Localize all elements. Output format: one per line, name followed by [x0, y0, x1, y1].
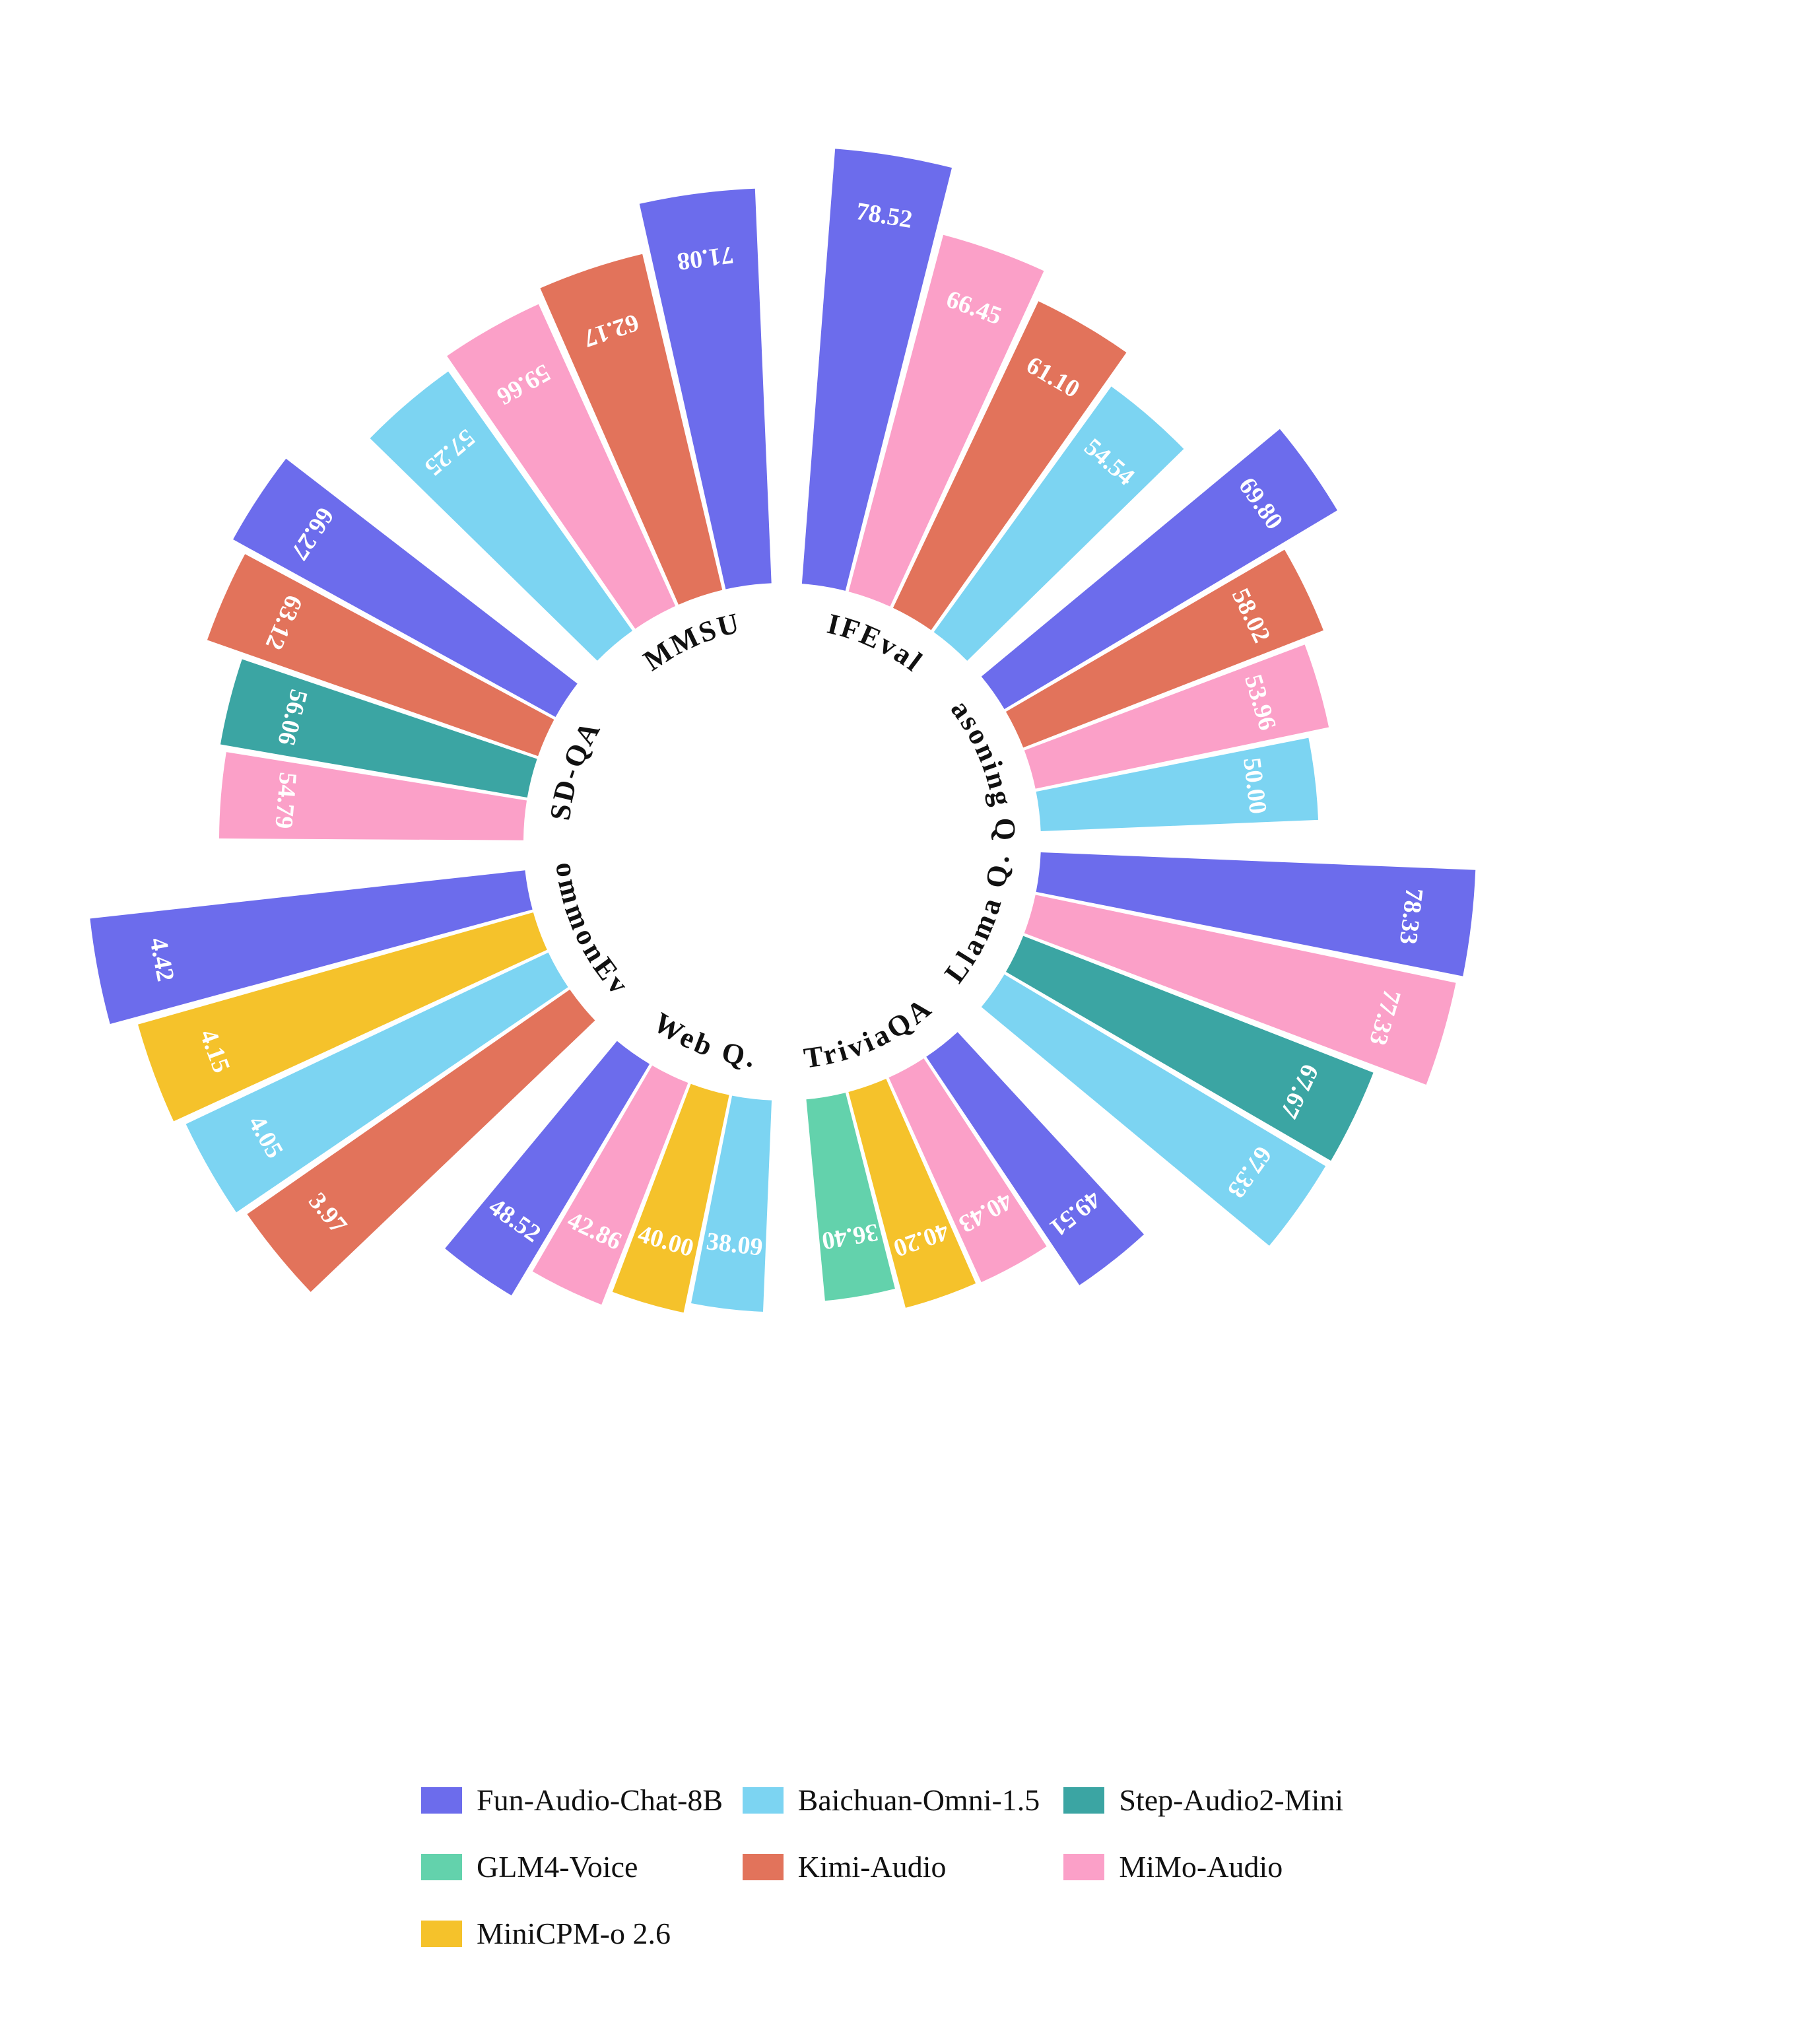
legend-item[interactable]: Step-Audio2-Mini — [1063, 1783, 1385, 1818]
legend-item[interactable]: GLM4-Voice — [421, 1849, 743, 1884]
polar-bar — [1036, 737, 1319, 832]
legend-label: Step-Audio2-Mini — [1119, 1783, 1344, 1817]
legend-item[interactable]: Baichuan-Omni-1.5 — [742, 1783, 1064, 1818]
legend-label: GLM4-Voice — [477, 1850, 638, 1884]
polar-bar — [185, 952, 568, 1213]
bar-value-label: 78.33 — [1394, 887, 1428, 946]
bar-value-label: 50.00 — [1238, 756, 1272, 815]
polar-bar — [137, 912, 547, 1122]
polar-bar — [888, 1058, 1047, 1283]
polar-bar — [848, 234, 1044, 607]
polar-bar — [892, 301, 1127, 630]
polar-bar — [247, 989, 595, 1292]
polar-bar — [1024, 895, 1456, 1085]
bar-value-labels-layer: 78.5266.4561.1054.5469.8058.0253.9650.00… — [144, 197, 1428, 1262]
bars-layer — [90, 149, 1476, 1313]
polar-bar — [540, 254, 723, 605]
polar-chart-svg: 78.5266.4561.1054.5469.8058.0253.9650.00… — [0, 0, 1476, 1313]
legend-item[interactable]: MiMo-Audio — [1063, 1849, 1385, 1884]
polar-bar — [370, 371, 633, 661]
legend-swatch-icon — [421, 1853, 462, 1880]
group-label: Web Q. — [648, 1006, 758, 1074]
legend-item[interactable]: Kimi-Audio — [742, 1849, 1064, 1884]
polar-bar — [612, 1083, 729, 1313]
legend-label: MiniCPM-o 2.6 — [477, 1917, 671, 1950]
legend-item[interactable]: MiniCPM-o 2.6 — [421, 1916, 743, 1951]
polar-bar — [926, 1032, 1145, 1285]
group-label: SD-QA — [544, 714, 608, 822]
polar-bar — [445, 1040, 650, 1296]
polar-bar — [1036, 852, 1476, 976]
bar-value-label: 54.79 — [269, 771, 302, 830]
polar-bar — [981, 974, 1326, 1246]
legend-label: Fun-Audio-Chat-8B — [477, 1783, 723, 1817]
legend-label: Baichuan-Omni-1.5 — [797, 1783, 1040, 1817]
legend-swatch-icon — [742, 1853, 784, 1880]
chart-legend: Fun-Audio-Chat-8B Baichuan-Omni-1.5 Step-A… — [0, 1783, 1806, 2000]
polar-bar — [220, 659, 537, 798]
polar-bar — [218, 752, 527, 840]
polar-bar — [691, 1095, 772, 1312]
legend-label: Kimi-Audio — [797, 1850, 947, 1884]
legend-swatch-icon — [421, 1920, 462, 1947]
legend-swatch-icon — [1063, 1787, 1105, 1814]
circular-bar-chart: 78.52 66.45 61.10 54.54 69.80 58.02 53.96 50.00… — [0, 0, 1476, 1313]
polar-bar — [207, 554, 554, 757]
polar-bar — [639, 188, 772, 590]
polar-bar — [447, 304, 676, 629]
polar-bar — [1005, 549, 1323, 748]
legend-label: MiMo-Audio — [1119, 1850, 1283, 1884]
legend-swatch-icon — [742, 1787, 784, 1814]
polar-bar — [532, 1065, 688, 1305]
bar-value-label: 38.09 — [705, 1227, 764, 1262]
group-label: Llama Q. — [938, 852, 1015, 989]
polar-bar — [848, 1079, 976, 1308]
legend-swatch-icon — [1063, 1853, 1105, 1880]
polar-bar — [233, 458, 578, 717]
legend-item[interactable]: Fun-Audio-Chat-8B — [421, 1783, 743, 1818]
polar-bar — [90, 870, 533, 1025]
polar-bar — [933, 386, 1184, 661]
polar-bar — [806, 1093, 895, 1301]
polar-bar — [1024, 644, 1329, 789]
legend-swatch-icon — [421, 1787, 462, 1814]
polar-bar — [981, 428, 1337, 710]
polar-bar — [1005, 936, 1374, 1161]
polar-bar — [801, 149, 953, 591]
